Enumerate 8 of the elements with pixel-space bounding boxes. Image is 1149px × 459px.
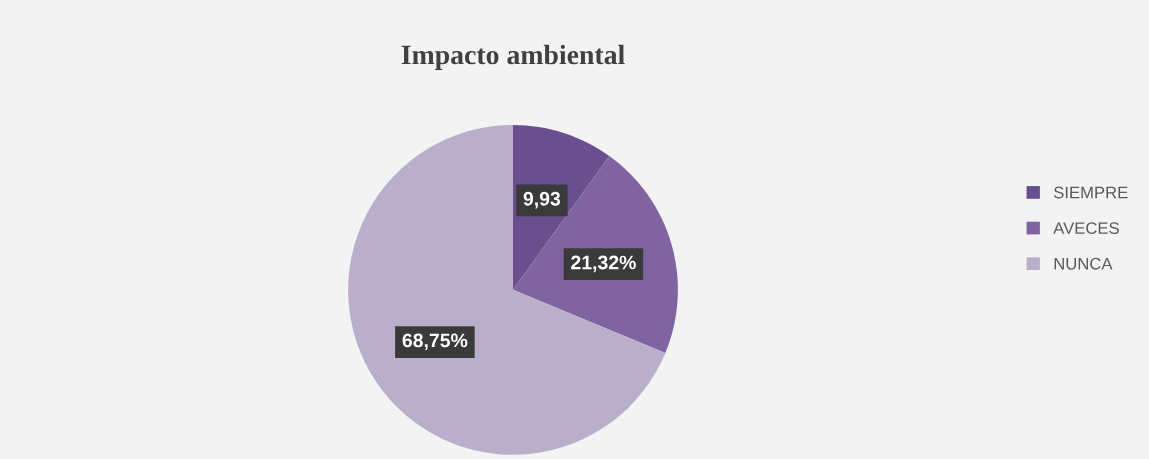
data-label: 21,32% [571, 255, 636, 273]
legend-label: NUNCA [1054, 257, 1113, 270]
chart-title: Impacto ambiental [401, 44, 625, 70]
legend-label: SIEMPRE [1053, 186, 1128, 199]
legend-label: AVECES [1053, 222, 1119, 235]
data-label: 9,93 [523, 191, 561, 209]
pie-slice [348, 124, 666, 455]
data-label: 68,75% [402, 333, 468, 351]
